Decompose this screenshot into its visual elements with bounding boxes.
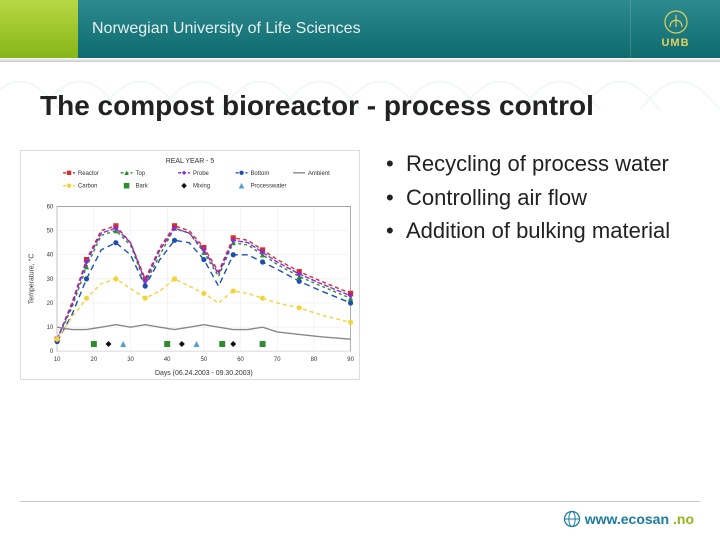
footer-brand: www.ecosan	[585, 511, 669, 527]
process-chart: REAL YEAR - 5010203040506010203040506070…	[20, 150, 360, 380]
svg-text:60: 60	[47, 204, 54, 210]
bullet-list: Recycling of process water Controlling ai…	[384, 150, 700, 380]
footer-divider	[20, 501, 700, 502]
svg-text:90: 90	[347, 357, 354, 363]
slide-content: REAL YEAR - 5010203040506010203040506070…	[20, 150, 700, 380]
footer-tld: .no	[673, 511, 694, 527]
legend-label: Mixing	[193, 184, 210, 190]
header-underline	[0, 58, 720, 62]
svg-text:10: 10	[47, 325, 54, 331]
legend-label: Carbon	[78, 184, 97, 190]
svg-text:40: 40	[47, 253, 54, 259]
chart-svg: REAL YEAR - 5010203040506010203040506070…	[21, 151, 359, 379]
globe-icon	[563, 510, 581, 528]
svg-text:20: 20	[91, 357, 98, 363]
umb-logo-text: UMB	[661, 37, 689, 49]
svg-text:20: 20	[47, 301, 54, 307]
legend-label: Top	[135, 171, 145, 177]
svg-text:50: 50	[47, 229, 54, 235]
slide-header: Norwegian University of Life Sciences UM…	[0, 0, 720, 58]
legend-label: Processwater	[250, 184, 286, 190]
svg-text:30: 30	[127, 357, 134, 363]
event-marker	[219, 341, 225, 347]
svg-text:30: 30	[47, 277, 54, 283]
chart-xlabel: Days (06.24.2003 - 09.30.2003)	[155, 370, 253, 377]
legend-label: Bottom	[250, 171, 269, 177]
bullet-item: Recycling of process water	[384, 150, 700, 178]
header-logo-area: UMB	[630, 0, 720, 58]
svg-text:50: 50	[201, 357, 208, 363]
umb-seal-icon	[663, 9, 689, 35]
legend-label: Reactor	[78, 171, 99, 177]
header-main: Norwegian University of Life Sciences	[78, 0, 630, 58]
event-marker	[91, 341, 97, 347]
svg-text:40: 40	[164, 357, 171, 363]
legend-label: Probe	[193, 171, 210, 177]
footer-logo: www.ecosan.no	[563, 510, 694, 528]
chart-ylabel: Temperature, °C	[27, 254, 35, 304]
svg-text:10: 10	[54, 357, 61, 363]
chart-title: REAL YEAR - 5	[166, 158, 215, 165]
umb-logo: UMB	[661, 9, 689, 49]
legend-label: Ambient	[308, 171, 330, 177]
header-accent-block	[0, 0, 78, 58]
bullet-item: Addition of bulking material	[384, 217, 700, 245]
org-name: Norwegian University of Life Sciences	[92, 20, 361, 38]
legend-label: Bark	[135, 184, 147, 190]
slide-title: The compost bioreactor - process control	[40, 90, 594, 122]
bullet-item: Controlling air flow	[384, 184, 700, 212]
event-marker	[164, 341, 170, 347]
svg-text:70: 70	[274, 357, 281, 363]
svg-text:80: 80	[311, 357, 318, 363]
event-marker	[260, 341, 266, 347]
svg-text:60: 60	[237, 357, 244, 363]
